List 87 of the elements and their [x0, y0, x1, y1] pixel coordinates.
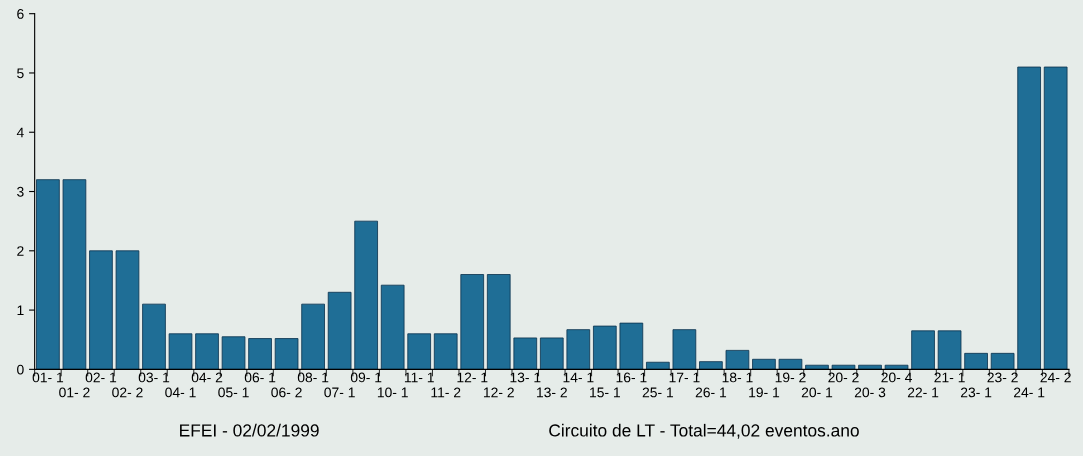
bar [593, 325, 617, 370]
bar [884, 364, 909, 370]
bar [911, 330, 935, 370]
x-tick-label: 19- 1 [749, 387, 780, 398]
x-tick-label: 01- 1 [32, 372, 64, 383]
bar [1043, 66, 1068, 370]
x-tick-label: 20- 3 [854, 387, 886, 398]
text: EFEI - 02/02/1999 [180, 423, 319, 437]
x-tick-label: 24- 2 [1040, 372, 1071, 383]
bar [805, 364, 829, 370]
x-tick-label: 14- 1 [563, 372, 594, 383]
y-tick-label: 6 [17, 9, 24, 19]
bar [486, 274, 511, 370]
bar [778, 358, 803, 370]
x-tick-label: 06- 2 [271, 387, 302, 398]
x-tick-label: 12- 1 [457, 372, 488, 383]
bar [513, 337, 538, 370]
text: Circuito de LT - Total=44,02 eventos.ano [549, 423, 859, 439]
bar [646, 361, 670, 370]
x-tick-label: 07- 1 [324, 387, 355, 398]
y-tick-label: 2 [17, 246, 24, 256]
x-tick-label: 20- 1 [801, 387, 833, 398]
y-tick-label: 0 [17, 364, 24, 375]
y-tick-label: 3 [17, 186, 24, 197]
bar [433, 333, 458, 370]
bar [539, 337, 564, 370]
bar [752, 358, 776, 370]
bar [858, 364, 882, 370]
x-tick-label: 11- 2 [431, 387, 461, 398]
x-tick-label: 03- 1 [138, 372, 170, 383]
x-tick-label: 02- 1 [85, 372, 117, 383]
bar [831, 364, 856, 370]
bar [36, 179, 60, 370]
bar [460, 274, 485, 370]
bar [937, 330, 962, 370]
x-tick-label: 06- 1 [244, 372, 276, 383]
bar [407, 333, 432, 370]
x-tick-label: 10- 1 [377, 387, 408, 398]
x-tick-label: 13- 2 [537, 387, 567, 398]
bar [274, 338, 299, 370]
x-tick-label: 26- 1 [695, 387, 727, 398]
x-tick-label: 22- 1 [907, 387, 939, 398]
x-tick-label: 23- 2 [987, 372, 1018, 383]
x-tick-label: 25- 1 [642, 387, 674, 398]
bar [168, 333, 193, 370]
bar [672, 329, 697, 370]
bar [221, 336, 246, 370]
bar [566, 329, 591, 370]
x-tick-label: 23- 1 [960, 387, 992, 398]
x-tick-label: 08- 1 [297, 372, 329, 383]
y-tick-label: 4 [16, 127, 24, 138]
bar [248, 338, 272, 370]
bar [699, 361, 723, 370]
x-tick-label: 15- 1 [590, 387, 620, 398]
bar [142, 303, 166, 370]
bar [195, 333, 219, 370]
x-tick-label: 18- 1 [722, 372, 753, 383]
bar [380, 284, 405, 370]
bar [354, 220, 378, 370]
x-tick-label: 21- 1 [934, 372, 965, 383]
bar [89, 250, 113, 370]
x-tick-label: 02- 2 [112, 387, 143, 398]
x-tick-label: 20- 4 [881, 372, 912, 383]
bar [964, 352, 988, 370]
x-tick-label: 05- 1 [218, 387, 249, 398]
bar [1017, 66, 1041, 370]
x-tick-label: 04- 1 [165, 387, 196, 398]
bar [990, 352, 1015, 370]
x-tick-label: 17- 1 [669, 372, 700, 383]
bar [327, 291, 352, 370]
y-tick-label: 1 [17, 305, 24, 316]
y-tick-label: 5 [17, 68, 24, 79]
bar [301, 303, 325, 370]
x-tick-label: 19- 2 [775, 372, 806, 383]
x-tick-label: 04- 2 [191, 372, 223, 383]
x-tick-label: 01- 2 [59, 387, 90, 398]
x-tick-label: 13- 1 [510, 372, 541, 383]
x-tick-label: 16- 1 [616, 372, 647, 383]
x-tick-label: 11- 1 [404, 372, 434, 383]
x-tick-label: 12- 2 [483, 387, 514, 398]
x-tick-label: 09- 1 [350, 372, 382, 383]
x-tick-label: 20- 2 [828, 372, 859, 383]
x-tick-label: 24- 1 [1014, 387, 1045, 398]
bar [62, 179, 87, 370]
bar [115, 250, 140, 370]
bar [725, 349, 750, 370]
bar [619, 322, 644, 370]
